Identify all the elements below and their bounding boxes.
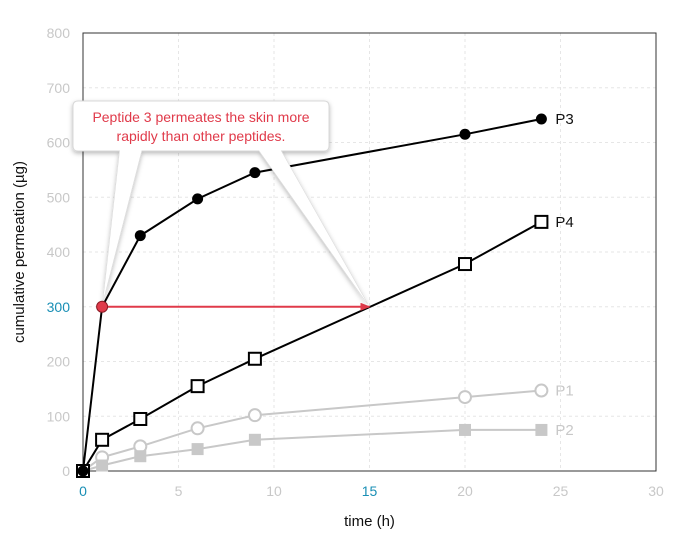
data-point-p2: [96, 459, 109, 472]
x-tick-label: 30: [648, 483, 664, 499]
callout-tail-left-fill: [103, 149, 142, 301]
data-point-p1: [458, 390, 472, 405]
y-axis-label: cumulative permeation (µg): [11, 161, 28, 343]
data-point-p4: [458, 257, 472, 272]
series-label-p1: P1: [555, 383, 573, 400]
y-tick-label: 100: [47, 408, 71, 424]
series-label-p2: P2: [555, 422, 573, 439]
data-point-p2: [459, 423, 471, 436]
callout-tail-right-fill: [258, 149, 368, 304]
series-p4: P4: [76, 214, 574, 478]
callout-text-line: Peptide 3 permeates the skin more: [92, 109, 309, 125]
x-tick-label: 15: [362, 483, 378, 499]
data-point-p2: [248, 433, 261, 446]
series-line-p2: [82, 428, 542, 472]
y-tick-label: 600: [47, 135, 71, 151]
annotation: Peptide 3 permeates the skin more rapidly…: [72, 100, 371, 313]
data-point-p3: [134, 230, 146, 242]
y-tick-label: 700: [47, 80, 71, 96]
series-line-p3: [82, 118, 542, 472]
data-point-p1: [190, 421, 205, 436]
y-tick-label: 400: [47, 244, 71, 260]
highlighted-data-point: [96, 300, 109, 313]
data-point-p4: [190, 379, 205, 394]
y-tick-label: 0: [62, 463, 70, 479]
data-point-p2: [191, 443, 204, 456]
series-label-p4: P4: [555, 214, 573, 231]
x-tick-label: 10: [266, 483, 282, 499]
callout-text-line: rapidly than other peptides.: [117, 128, 286, 144]
data-point-p3: [249, 167, 261, 179]
x-tick-label: 5: [175, 483, 183, 499]
data-point-p2: [134, 450, 147, 463]
series-group: P1 P2 P4 P3: [76, 111, 574, 478]
data-point-p2: [535, 423, 548, 436]
series-line-p4: [82, 221, 542, 472]
x-tick-label: 20: [457, 483, 473, 499]
data-point-p3: [77, 465, 89, 477]
y-tick-label: 300: [47, 299, 71, 315]
data-point-p4: [133, 411, 148, 426]
data-point-p4: [534, 214, 549, 229]
data-point-p1: [247, 408, 262, 423]
data-point-p3: [459, 128, 471, 140]
x-axis-label: time (h): [344, 513, 395, 530]
plot-frame: [82, 32, 657, 472]
x-tick-label: 25: [553, 483, 569, 499]
series-p2: P2: [77, 422, 574, 477]
data-point-p4: [95, 432, 110, 447]
series-p3: P3: [77, 111, 574, 477]
data-point-p1: [534, 383, 549, 398]
y-tick-label: 800: [47, 25, 71, 41]
x-tick-label: 0: [79, 483, 87, 499]
data-point-p3: [192, 193, 204, 205]
series-label-p3: P3: [555, 111, 573, 128]
y-tick-label: 200: [47, 354, 71, 370]
data-point-p4: [247, 351, 262, 366]
callout-fill: [74, 102, 328, 150]
data-point-p3: [535, 113, 547, 125]
y-tick-label: 500: [47, 189, 71, 205]
